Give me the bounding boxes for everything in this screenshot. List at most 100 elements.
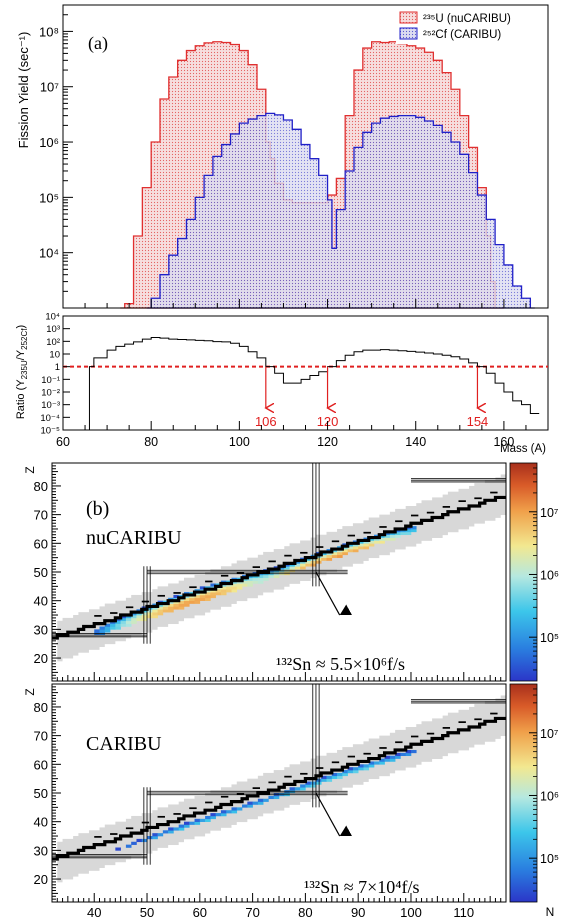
ratio-chart: 106 120 154 10⁻⁵10⁻⁴10⁻³10⁻²10⁻¹11010²10³1… <box>15 312 549 455</box>
nuclide-band-row <box>442 494 506 498</box>
nuclide-band-row <box>57 864 105 868</box>
yield-cell <box>120 620 127 624</box>
stable-isotope-dash <box>173 592 181 594</box>
nuclide-band-row <box>99 827 221 831</box>
crossing-label-106: 106 <box>255 414 277 429</box>
stable-isotope-dash <box>490 712 498 715</box>
stable-isotope-dash <box>300 772 308 775</box>
nucaribu-colorbar-frame <box>509 462 538 682</box>
yield-cell <box>152 833 158 837</box>
yield-cell <box>131 615 137 619</box>
nuclide-band-row <box>326 752 448 757</box>
n-tick-label: 80 <box>298 905 312 920</box>
nuclide-band-row <box>289 764 417 768</box>
yield-cell <box>157 606 164 610</box>
stable-isotope-dash <box>252 787 260 789</box>
z-tick-label: 30 <box>34 622 48 637</box>
cf252-yield-area <box>146 112 535 309</box>
nuclide-band-row <box>168 804 290 808</box>
yield-cell <box>194 821 201 825</box>
yield-cell <box>242 580 248 584</box>
yield-cell <box>199 597 206 601</box>
stable-isotope-dash <box>284 554 292 557</box>
yield-cell <box>395 755 401 759</box>
nuclide-band-row <box>57 879 63 883</box>
yield-y-tick-label: 10⁸ <box>39 24 59 39</box>
nuclide-band-row <box>495 698 506 702</box>
yield-cell <box>342 772 348 777</box>
caribu-x-axis-label: N <box>546 905 555 919</box>
yield-cell <box>405 528 412 533</box>
stable-isotope-dash <box>347 755 356 758</box>
nucaribu-colorbar: 10⁵ 10⁶ 10⁷ <box>509 462 559 682</box>
yield-cell <box>173 827 179 831</box>
yield-cell <box>379 540 385 544</box>
nuclide-band-row <box>447 712 506 716</box>
stable-isotope-line <box>52 716 506 861</box>
nuclide-band-row <box>432 718 506 722</box>
yield-cell <box>247 580 253 584</box>
nuclide-band-row <box>416 503 506 507</box>
yield-cell <box>242 583 248 587</box>
nuclide-band-row <box>115 821 237 825</box>
ratio-x-tick-label: 160 <box>493 435 514 449</box>
yield-cell <box>183 603 190 607</box>
yield-cell <box>331 775 338 779</box>
z-tick-label: 30 <box>34 843 48 858</box>
yield-cell <box>410 526 417 530</box>
yield-cell <box>389 534 396 538</box>
yield-cell <box>189 821 195 825</box>
yield-y-tick-label: 10⁶ <box>39 135 59 150</box>
yield-cell <box>194 597 201 601</box>
caribu-cells <box>57 695 506 883</box>
nuclide-band-row <box>474 483 506 487</box>
nuclide-band-row <box>352 523 475 527</box>
yield-cell <box>284 790 290 794</box>
yield-cell <box>363 546 370 550</box>
yield-cell <box>189 600 195 604</box>
stable-isotope-dash <box>379 526 387 528</box>
stable-isotope-dash <box>125 606 134 609</box>
nuclide-band-row <box>474 704 506 708</box>
colorbar-tick-label: 10⁶ <box>540 568 559 582</box>
nuclide-band-row <box>57 658 63 662</box>
yield-cell <box>220 810 227 814</box>
yield-legend: ²³⁵U (nuCARIBU) ²⁵²Cf (CARIBU) <box>396 6 547 44</box>
nuclide-band-row <box>405 727 506 731</box>
nuclide-band-row <box>131 815 258 820</box>
yield-cell <box>284 569 290 573</box>
legend-label-cf252: ²⁵²Cf (CARIBU) <box>423 29 501 41</box>
yield-cell <box>178 603 185 607</box>
yield-cell <box>94 629 100 633</box>
stable-isotope-dash <box>220 795 229 798</box>
stable-isotope-dash <box>410 514 419 517</box>
yield-cell <box>236 583 243 587</box>
yield-cell <box>94 632 100 636</box>
yield-cell <box>152 612 158 616</box>
stable-isotope-dash <box>252 566 260 568</box>
yield-y-axis-label: Fission Yield (sec⁻¹) <box>16 32 31 149</box>
yield-cell <box>310 781 317 785</box>
ratio-y-tick-label: 10⁻² <box>41 388 60 399</box>
ratio-x-ticks: 60 80 100 120 140 160 <box>56 421 549 449</box>
nuclide-band-row <box>469 485 506 490</box>
nuclide-band-row <box>405 506 506 510</box>
caribu-colorbar-frame <box>509 683 538 903</box>
stable-isotope-dash <box>110 612 118 614</box>
yield-cell <box>379 758 385 762</box>
nuclide-band-row <box>104 824 232 828</box>
yield-cell <box>104 626 111 630</box>
yield-cell <box>400 531 406 536</box>
yield-cell <box>310 784 317 788</box>
yield-cell <box>131 841 137 845</box>
yield-y-ticks: 10⁴ 10⁵ 10⁶ 10⁷ 10⁸ <box>39 14 73 292</box>
z-tick-label: 80 <box>34 479 48 494</box>
yield-cell <box>152 615 158 619</box>
yield-cell <box>162 609 169 613</box>
yield-cell <box>337 551 343 556</box>
yield-cell <box>405 752 412 757</box>
yield-cell <box>400 752 406 757</box>
yield-cell <box>368 764 375 768</box>
ratio-crossing-annotations: 106 120 154 <box>255 366 488 429</box>
